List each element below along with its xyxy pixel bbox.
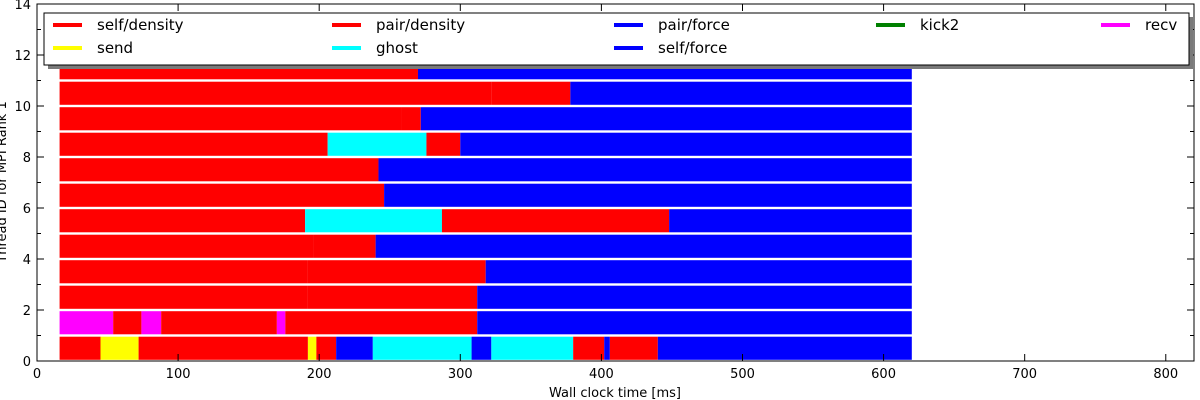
task-bar-pair-force bbox=[477, 311, 912, 335]
task-bar-pair-force bbox=[477, 285, 912, 309]
task-bar-self-density bbox=[59, 336, 101, 360]
task-bar-self-density bbox=[59, 260, 308, 284]
task-bar-send bbox=[100, 336, 139, 360]
task-bar-self-density bbox=[59, 132, 328, 156]
y-tick-label: 12 bbox=[14, 49, 31, 64]
task-bar-pair-force bbox=[657, 336, 912, 360]
x-tick-label: 100 bbox=[166, 367, 191, 382]
legend-box bbox=[43, 12, 1190, 66]
task-bar-self-density bbox=[59, 209, 306, 233]
task-bar-pair-density bbox=[313, 234, 376, 258]
task-bar-pair-force bbox=[485, 260, 912, 284]
legend: self/density pair/density pair/force kick2 r… bbox=[43, 12, 1193, 69]
task-bar-pair-force bbox=[471, 336, 492, 360]
task-bar-ghost bbox=[327, 132, 427, 156]
x-axis-label: Wall clock time [ms] bbox=[549, 386, 681, 400]
y-tick-label: 6 bbox=[23, 202, 31, 217]
legend-label: kick2 bbox=[920, 16, 959, 34]
x-tick-label: 600 bbox=[871, 367, 896, 382]
y-tick-label: 0 bbox=[23, 355, 31, 370]
task-bar-self-density bbox=[59, 234, 314, 258]
task-bar-pair-force bbox=[384, 183, 912, 207]
task-bar-self-density bbox=[59, 107, 402, 131]
task-bar-pair-density bbox=[307, 285, 478, 309]
legend-label: pair/force bbox=[658, 16, 730, 34]
task-bar-pair-force bbox=[570, 81, 912, 105]
task-bar-pair-density bbox=[161, 311, 277, 335]
task-bar-pair-force bbox=[604, 336, 610, 360]
task-bar-pair-density bbox=[609, 336, 658, 360]
task-bar-self-density bbox=[59, 81, 492, 105]
task-bar-pair-force bbox=[669, 209, 912, 233]
y-tick-label: 10 bbox=[14, 100, 31, 115]
task-bars bbox=[59, 56, 912, 360]
task-bar-pair-density bbox=[138, 336, 308, 360]
task-bar-self-density bbox=[59, 183, 385, 207]
task-bar-recv bbox=[59, 311, 114, 335]
task-bar-recv bbox=[276, 311, 286, 335]
task-bar-self-density bbox=[59, 285, 308, 309]
x-tick-label: 300 bbox=[448, 367, 473, 382]
task-bar-pair-density bbox=[441, 209, 670, 233]
task-bar-pair-force bbox=[378, 158, 912, 182]
y-tick-label: 2 bbox=[23, 304, 31, 319]
x-tick-label: 200 bbox=[307, 367, 332, 382]
task-bar-pair-density bbox=[426, 132, 461, 156]
legend-label: send bbox=[97, 39, 133, 57]
task-bar-pair-force bbox=[460, 132, 912, 156]
legend-label: pair/density bbox=[376, 16, 465, 34]
task-bar-pair-force bbox=[375, 234, 912, 258]
x-tick-label: 700 bbox=[1012, 367, 1037, 382]
task-bar-pair-density bbox=[285, 311, 478, 335]
task-bar-pair-density bbox=[307, 260, 486, 284]
x-tick-label: 800 bbox=[1153, 367, 1178, 382]
task-bar-ghost bbox=[305, 209, 442, 233]
task-bar-self-density bbox=[113, 311, 142, 335]
legend-label: self/force bbox=[658, 39, 727, 57]
y-tick-label: 14 bbox=[14, 0, 31, 13]
legend-label: ghost bbox=[376, 39, 418, 57]
task-bar-ghost bbox=[372, 336, 472, 360]
axis-ticks: 0 100 200 300 400 500 600 700 800 0 2 4 6 8 10 12 14 bbox=[14, 0, 1194, 382]
task-bar-send bbox=[307, 336, 317, 360]
task-bar-recv bbox=[141, 311, 162, 335]
legend-label: self/density bbox=[97, 16, 184, 34]
y-axis-label: Thread ID for MPI Rank 1 bbox=[0, 101, 10, 263]
task-bar-self-density bbox=[59, 158, 379, 182]
y-tick-label: 4 bbox=[23, 253, 31, 268]
task-bar-ghost bbox=[491, 336, 574, 360]
task-bar-pair-density bbox=[573, 336, 605, 360]
y-tick-label: 8 bbox=[23, 151, 31, 166]
task-bar-pair-density bbox=[401, 107, 421, 131]
task-bar-pair-density bbox=[316, 336, 337, 360]
plot-frame bbox=[36, 3, 1195, 362]
x-tick-label: 500 bbox=[730, 367, 755, 382]
legend-items: self/density pair/density pair/force kick2 r… bbox=[53, 16, 1177, 57]
legend-label: recv bbox=[1145, 16, 1177, 34]
x-tick-label: 400 bbox=[589, 367, 614, 382]
task-bar-pair-force bbox=[420, 107, 912, 131]
task-bar-pair-force bbox=[336, 336, 373, 360]
x-tick-label: 0 bbox=[33, 367, 41, 382]
task-bar-pair-density bbox=[491, 81, 571, 105]
